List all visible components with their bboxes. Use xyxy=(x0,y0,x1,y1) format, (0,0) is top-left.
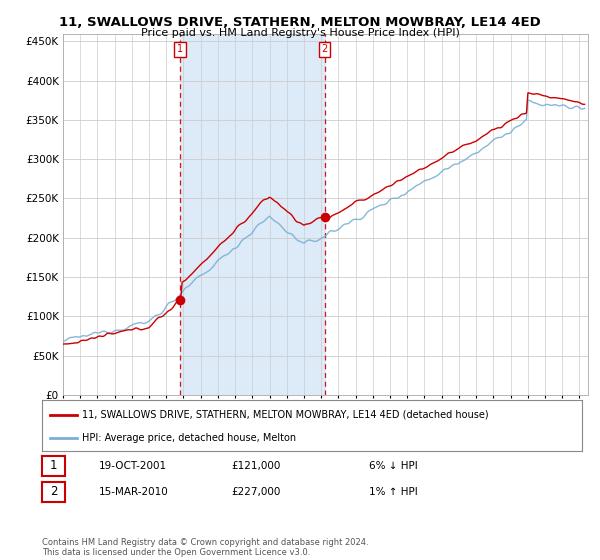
Text: 1: 1 xyxy=(50,459,57,473)
Text: £121,000: £121,000 xyxy=(231,461,280,471)
Text: 15-MAR-2010: 15-MAR-2010 xyxy=(99,487,169,497)
Text: Contains HM Land Registry data © Crown copyright and database right 2024.
This d: Contains HM Land Registry data © Crown c… xyxy=(42,538,368,557)
Text: 2: 2 xyxy=(50,485,57,498)
Text: HPI: Average price, detached house, Melton: HPI: Average price, detached house, Melt… xyxy=(83,433,296,443)
Text: 2: 2 xyxy=(322,44,328,54)
Bar xyxy=(180,34,325,395)
Text: £227,000: £227,000 xyxy=(231,487,280,497)
Text: 1: 1 xyxy=(177,44,183,54)
Text: 6% ↓ HPI: 6% ↓ HPI xyxy=(369,461,418,471)
Text: 1% ↑ HPI: 1% ↑ HPI xyxy=(369,487,418,497)
Text: 19-OCT-2001: 19-OCT-2001 xyxy=(99,461,167,471)
Text: Price paid vs. HM Land Registry's House Price Index (HPI): Price paid vs. HM Land Registry's House … xyxy=(140,28,460,38)
Text: 11, SWALLOWS DRIVE, STATHERN, MELTON MOWBRAY, LE14 4ED (detached house): 11, SWALLOWS DRIVE, STATHERN, MELTON MOW… xyxy=(83,409,489,419)
Text: 11, SWALLOWS DRIVE, STATHERN, MELTON MOWBRAY, LE14 4ED: 11, SWALLOWS DRIVE, STATHERN, MELTON MOW… xyxy=(59,16,541,29)
